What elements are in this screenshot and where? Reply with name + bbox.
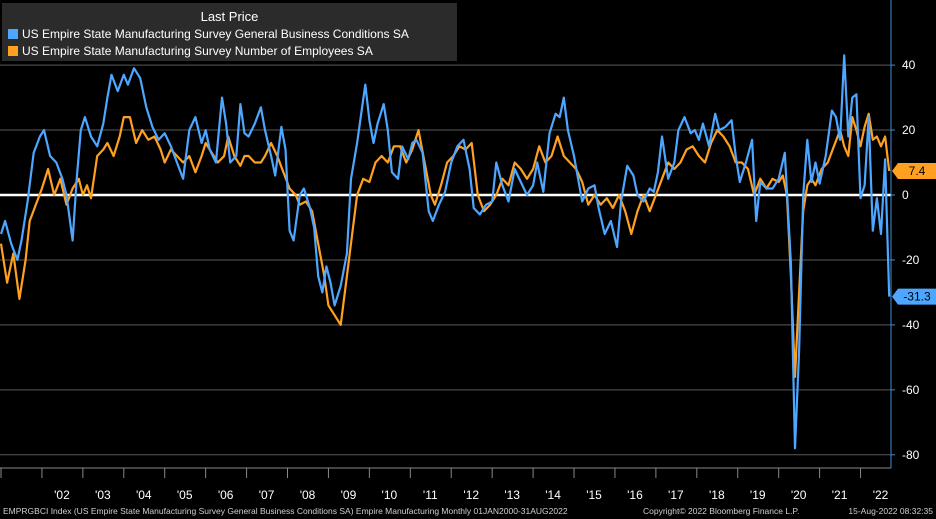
x-tick-label: '19 (750, 488, 766, 502)
last-value-business-conditions: -31.3 (892, 288, 936, 305)
x-tick-label: '17 (668, 488, 684, 502)
last-value-text: -31.3 (903, 290, 931, 304)
x-tick-label: '08 (300, 488, 316, 502)
x-tick-label: '18 (709, 488, 725, 502)
x-tick-label: '14 (545, 488, 561, 502)
x-tick-label: '13 (504, 488, 520, 502)
x-tick-label: '11 (423, 488, 438, 502)
x-tick-label: '22 (873, 488, 889, 502)
y-tick-label: -60 (902, 383, 920, 397)
x-tick-label: '20 (791, 488, 807, 502)
legend-item-business-conditions: US Empire State Manufacturing Survey Gen… (8, 27, 409, 41)
y-tick-label: -40 (902, 318, 920, 332)
x-tick-label: '21 (832, 488, 848, 502)
x-tick-label: '09 (341, 488, 357, 502)
x-tick-label: '04 (136, 488, 152, 502)
last-value-labels: -31.3 7.4 (892, 162, 936, 305)
legend: Last Price US Empire State Manufacturing… (2, 3, 457, 61)
footer-timestamp: 15-Aug-2022 08:32:35 (848, 506, 933, 516)
last-value-text: 7.4 (909, 164, 926, 178)
y-axis: 40 20 0 -20 -40 -60 -80 (891, 58, 920, 462)
last-value-employees: 7.4 (892, 162, 936, 179)
x-tick-label: '12 (463, 488, 479, 502)
x-tick-label: '16 (627, 488, 643, 502)
legend-swatch-blue (8, 29, 18, 39)
x-tick-label: '06 (218, 488, 234, 502)
last-value-tag (892, 288, 936, 305)
legend-label-business-conditions: US Empire State Manufacturing Survey Gen… (22, 27, 409, 41)
x-axis: '02 '03 '04 '05 '06 '07 '08 '09 '10 '11 '12 '13 '14 '… (0, 468, 889, 502)
series-line-employees (0, 112, 891, 378)
x-tick-label: '07 (259, 488, 275, 502)
legend-item-employees: US Empire State Manufacturing Survey Num… (8, 44, 373, 58)
x-tick-label: '10 (382, 488, 398, 502)
x-tick-label: '05 (177, 488, 193, 502)
x-tick-label: '03 (95, 488, 111, 502)
legend-label-employees: US Empire State Manufacturing Survey Num… (22, 44, 373, 58)
legend-swatch-orange (8, 46, 18, 56)
y-tick-label: -20 (902, 253, 920, 267)
last-value-tag (892, 162, 936, 179)
y-tick-label: 0 (902, 188, 909, 202)
series-layer (0, 54, 891, 450)
y-tick-label: 40 (902, 58, 916, 72)
x-tick-label: '02 (54, 488, 70, 502)
y-tick-label: -80 (902, 448, 920, 462)
series-line-business-conditions (0, 54, 891, 450)
footer-source: EMPRGBCI Index (US Empire State Manufact… (3, 506, 568, 516)
footer-copyright: Copyright© 2022 Bloomberg Finance L.P. (643, 506, 800, 516)
gridlines (0, 64, 891, 456)
legend-title: Last Price (200, 9, 259, 24)
y-tick-label: 20 (902, 123, 916, 137)
x-tick-label: '15 (586, 488, 602, 502)
